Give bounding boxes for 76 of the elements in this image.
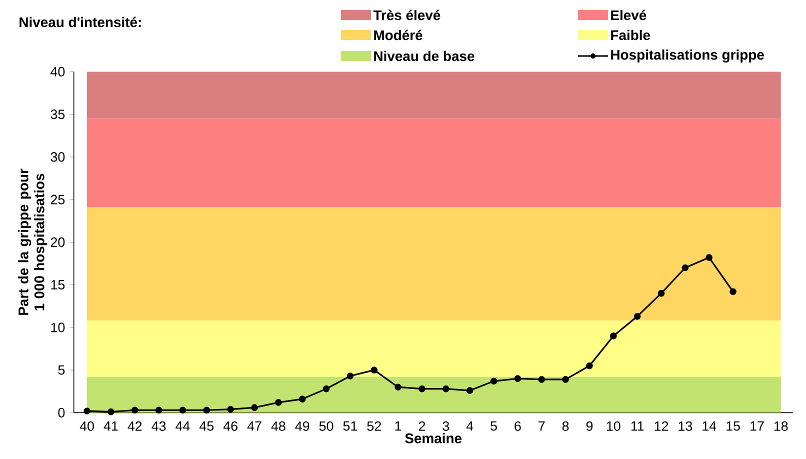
point bbox=[418, 385, 426, 392]
point bbox=[131, 406, 138, 414]
legend-label: Modéré bbox=[374, 30, 422, 40]
legend-label: Très élevé bbox=[373, 10, 440, 20]
point bbox=[84, 408, 90, 414]
legend-label: Hospitalisations grippe bbox=[611, 49, 764, 63]
y-tick-label: 25 bbox=[50, 194, 65, 204]
point bbox=[490, 378, 498, 385]
x-tick-label: 3 bbox=[442, 421, 450, 431]
point bbox=[203, 406, 210, 414]
point bbox=[155, 406, 162, 414]
x-tick-label: 42 bbox=[128, 421, 142, 431]
x-tick-label: 41 bbox=[104, 421, 118, 431]
point bbox=[108, 408, 114, 416]
point bbox=[275, 399, 282, 406]
x-tick-label: 2 bbox=[418, 421, 426, 431]
y-tick-label: 10 bbox=[51, 322, 65, 332]
legend-label: Faible bbox=[611, 30, 650, 40]
x-tick-label: 45 bbox=[199, 421, 214, 431]
point bbox=[586, 362, 593, 370]
x-tick-label: 43 bbox=[152, 421, 166, 431]
x-tick-label: 46 bbox=[223, 421, 238, 431]
point bbox=[298, 396, 306, 402]
point bbox=[442, 385, 450, 392]
x-tick-label: 14 bbox=[702, 421, 716, 431]
point bbox=[394, 384, 402, 391]
x-tick-label: 12 bbox=[654, 421, 668, 431]
x-tick-label: 48 bbox=[271, 421, 286, 431]
y-tick-label: 5 bbox=[58, 365, 65, 375]
legend-title: Niveau d'intensité: bbox=[20, 16, 141, 28]
point bbox=[322, 385, 330, 392]
x-tick-label: 7 bbox=[538, 421, 545, 431]
legend-label: Niveau de base bbox=[374, 50, 474, 62]
x-axis-title: Semaine bbox=[405, 433, 462, 444]
y-tick-label: 40 bbox=[50, 66, 65, 76]
y-tick-label: 0 bbox=[58, 408, 65, 418]
x-tick-label: 5 bbox=[490, 421, 497, 431]
x-tick-label: 15 bbox=[726, 421, 740, 431]
y-tick-label: 15 bbox=[51, 280, 65, 290]
y-tick-label: 35 bbox=[50, 110, 65, 120]
point bbox=[514, 375, 522, 382]
x-tick-label: 6 bbox=[514, 421, 521, 431]
point bbox=[610, 332, 617, 340]
x-tick-label: 17 bbox=[750, 421, 764, 431]
point bbox=[251, 404, 258, 411]
x-tick-label: 51 bbox=[343, 421, 358, 431]
x-tick-label: 40 bbox=[80, 421, 94, 431]
point bbox=[730, 288, 736, 296]
point bbox=[466, 387, 474, 394]
x-tick-label: 18 bbox=[774, 421, 788, 431]
x-tick-label: 9 bbox=[586, 421, 593, 431]
legend-label: Elevé bbox=[611, 10, 646, 20]
point bbox=[706, 254, 713, 261]
x-tick-label: 11 bbox=[631, 421, 644, 431]
point bbox=[346, 372, 354, 380]
point bbox=[227, 406, 234, 413]
x-tick-label: 1 bbox=[395, 421, 402, 431]
point bbox=[370, 366, 378, 374]
x-tick-label: 50 bbox=[319, 421, 334, 431]
point bbox=[538, 376, 546, 383]
x-tick-label: 49 bbox=[295, 421, 310, 431]
x-tick-label: 10 bbox=[606, 421, 620, 431]
x-tick-label: 47 bbox=[247, 421, 262, 431]
point bbox=[682, 264, 689, 272]
x-tick-label: 13 bbox=[678, 421, 692, 431]
point bbox=[658, 290, 665, 297]
x-tick-label: 4 bbox=[466, 421, 474, 431]
point bbox=[634, 312, 641, 320]
y-tick-label: 30 bbox=[50, 152, 65, 162]
point bbox=[562, 376, 569, 383]
point bbox=[179, 406, 186, 414]
y-axis-title: Part de la grippe pour 1 000 hospitalisatios bbox=[18, 168, 48, 315]
y-tick-label: 20 bbox=[50, 237, 65, 247]
x-tick-label: 52 bbox=[367, 421, 381, 431]
x-tick-label: 8 bbox=[562, 421, 569, 431]
x-tick-label: 44 bbox=[176, 421, 190, 431]
